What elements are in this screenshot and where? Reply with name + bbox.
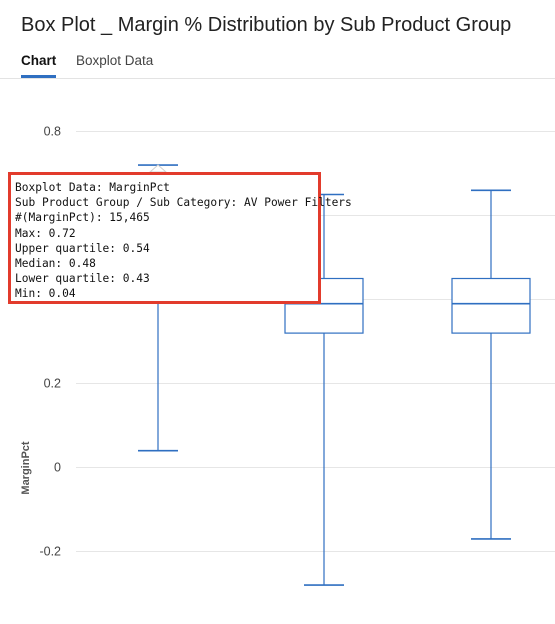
y-tick-label: 0.8 [44,125,61,139]
tooltip-line: Upper quartile: 0.54 [15,241,150,255]
y-tick-label: 0.2 [44,377,61,391]
tooltip-line: #(MarginPct): 15,465 [15,211,150,225]
y-axis-label: MarginPct [20,441,32,495]
chart-tooltip: Boxplot Data: MarginPct Sub Product Grou… [8,172,352,304]
tooltip-line: Sub Product Group / Sub Category: AV Pow… [15,196,352,210]
tooltip-pointer [148,164,168,173]
tooltip-line: Median: 0.48 [15,257,96,271]
tooltip-line: Min: 0.04 [15,287,76,301]
y-tick-label: 0 [54,461,61,475]
tooltip-line: Lower quartile: 0.43 [15,272,150,286]
tooltip-line: Boxplot Data: MarginPct [15,181,170,194]
iqr-box [451,277,531,334]
tab-bar: Chart Boxplot Data [0,50,555,79]
tooltip-line: Max: 0.72 [15,226,76,240]
y-tick-label: -0.2 [39,545,61,559]
tab-chart[interactable]: Chart [21,53,57,68]
active-tab-indicator [21,75,56,78]
tab-boxplot-data[interactable]: Boxplot Data [76,53,154,68]
page-title: Box Plot _ Margin % Distribution by Sub … [21,14,512,36]
